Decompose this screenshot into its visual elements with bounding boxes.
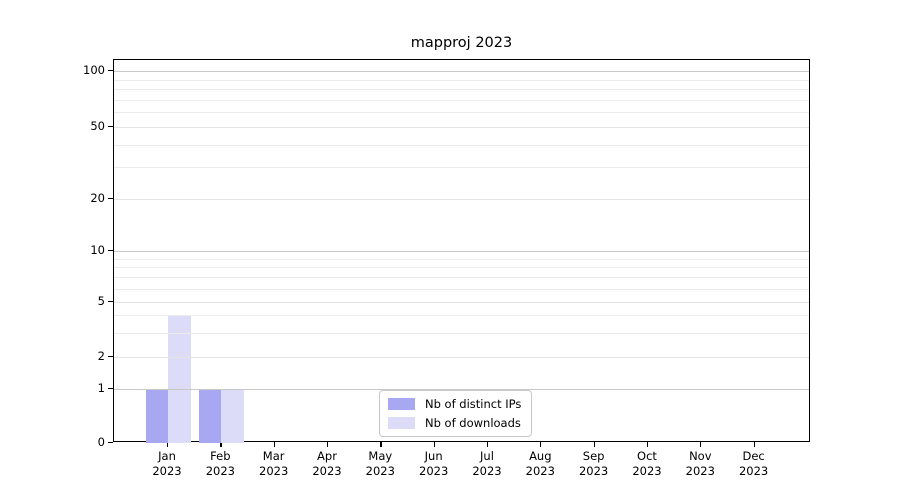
x-tick-label-nov: Nov 2023 [685,449,715,478]
y-tick-label-1: 1 [97,381,105,395]
x-tick-label-mar: Mar 2023 [259,449,289,478]
legend-swatch-icon [388,417,415,429]
x-tick-mark-feb [220,442,222,447]
y-tick-label-0: 0 [97,435,105,449]
legend-label: Nb of downloads [425,416,521,430]
x-tick-label-dec: Dec 2023 [738,449,769,478]
bar-ips-feb [198,389,222,443]
y-tick-mark-100 [108,70,113,72]
x-tick-mark-sep [593,442,595,447]
bar-downloads-jan [168,315,191,443]
x-tick-label-jan: Jan 2023 [152,449,182,478]
legend: Nb of distinct IPs Nb of downloads [379,390,533,437]
legend-label: Nb of distinct IPs [425,397,522,411]
plot-area: Nb of distinct IPs Nb of downloads [113,59,810,443]
x-tick-mark-jul [486,442,489,447]
y-tick-mark-5 [108,301,113,303]
y-tick-label-5: 5 [97,294,105,308]
x-tick-mark-may [380,442,382,447]
chart-title: mapproj 2023 [410,35,513,51]
bars-layer [114,60,809,443]
x-tick-mark-nov [700,442,702,447]
bar-downloads-feb [221,389,244,443]
y-tick-mark-2 [108,356,113,358]
x-tick-mark-aug [540,442,542,447]
x-tick-label-apr: Apr 2023 [312,449,342,478]
legend-swatch-icon [388,398,415,410]
x-tick-label-oct: Oct 2023 [632,449,662,478]
y-tick-label-50: 50 [90,119,105,133]
x-tick-mark-apr [326,442,329,447]
legend-row-downloads: Nb of downloads [388,416,521,430]
y-tick-mark-20 [108,198,113,200]
y-tick-mark-0 [108,442,113,444]
y-tick-label-20: 20 [90,191,105,205]
x-tick-label-feb: Feb 2023 [205,449,235,478]
x-tick-label-sep: Sep 2023 [578,449,609,478]
x-tick-mark-oct [646,442,649,447]
y-tick-label-10: 10 [90,243,105,257]
y-tick-mark-10 [108,250,113,252]
x-tick-mark-jun [433,442,435,447]
x-tick-label-jul: Jul 2023 [472,449,502,478]
y-tick-mark-1 [108,388,113,390]
x-tick-mark-mar [273,442,275,447]
bar-ips-jan [145,389,168,443]
y-tick-label-2: 2 [97,349,105,363]
x-tick-label-aug: Aug 2023 [525,449,555,478]
x-tick-label-jun: Jun 2023 [419,449,449,478]
y-tick-label-100: 100 [83,63,105,77]
x-tick-mark-jan [167,442,169,447]
legend-row-distinct-ips: Nb of distinct IPs [388,397,521,411]
x-tick-label-may: May 2023 [365,449,395,478]
x-tick-mark-dec [753,442,755,447]
y-tick-mark-50 [108,126,113,128]
